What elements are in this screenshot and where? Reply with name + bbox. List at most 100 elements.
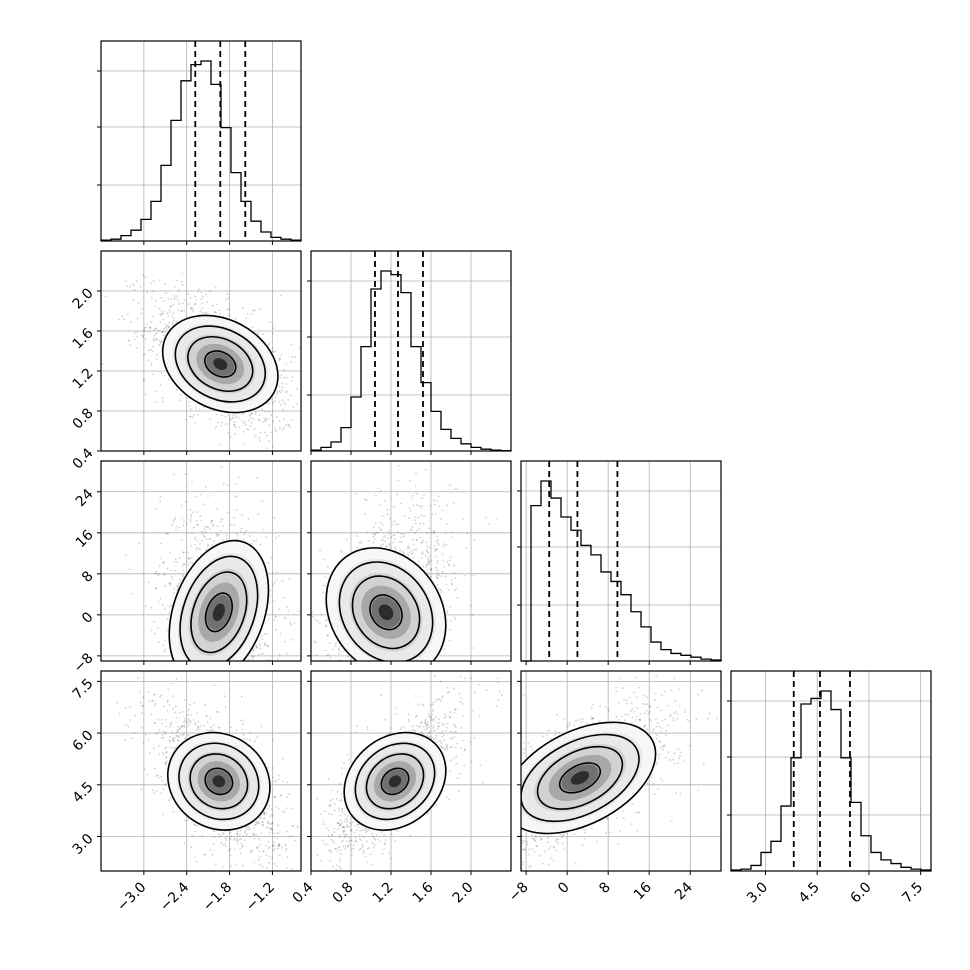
sample-point xyxy=(275,882,277,884)
sample-point xyxy=(158,279,161,281)
sample-point xyxy=(130,667,132,669)
sample-point xyxy=(406,547,409,550)
sample-point xyxy=(143,327,146,329)
sample-point xyxy=(140,334,143,337)
sample-point xyxy=(168,605,171,608)
sample-point xyxy=(302,425,304,427)
contour-line xyxy=(369,594,403,631)
sample-point xyxy=(312,615,315,618)
sample-point xyxy=(201,311,204,314)
sample-point xyxy=(179,727,181,730)
sample-point xyxy=(195,549,198,551)
sample-point xyxy=(326,654,328,657)
sample-point xyxy=(227,296,230,299)
sample-point xyxy=(261,500,264,503)
sample-point xyxy=(428,555,431,558)
sample-point xyxy=(275,416,278,418)
sample-point xyxy=(243,666,245,668)
sample-point xyxy=(194,495,197,498)
sample-point xyxy=(154,339,156,342)
sample-point xyxy=(249,413,252,416)
sample-point xyxy=(294,356,297,358)
sample-point xyxy=(272,420,275,423)
sample-point xyxy=(433,531,436,534)
sample-point xyxy=(150,629,153,632)
sample-point xyxy=(238,879,240,881)
sample-point xyxy=(248,414,251,417)
sample-point xyxy=(237,417,240,420)
sample-point xyxy=(359,542,362,544)
sample-point xyxy=(250,421,253,424)
sample-point xyxy=(291,419,294,421)
sample-point xyxy=(274,665,276,667)
sample-point xyxy=(164,648,167,651)
sample-point xyxy=(279,881,281,883)
sample-point xyxy=(174,285,177,288)
sample-point xyxy=(155,507,157,510)
sample-point xyxy=(187,718,190,721)
sample-point xyxy=(187,564,189,567)
sample-point xyxy=(139,665,141,667)
sample-point xyxy=(407,553,409,555)
sample-point xyxy=(167,298,170,300)
sample-point xyxy=(153,792,156,795)
sample-point xyxy=(446,611,449,614)
sample-point xyxy=(194,421,196,424)
sample-point xyxy=(154,702,157,705)
sample-point xyxy=(142,742,145,745)
sample-point xyxy=(171,577,173,580)
sample-point xyxy=(388,517,391,520)
sample-point xyxy=(290,623,292,626)
sample-point xyxy=(325,625,328,628)
sample-point xyxy=(322,584,325,587)
sample-point xyxy=(426,531,428,534)
sample-point xyxy=(261,817,264,820)
sample-point xyxy=(278,359,280,362)
sample-point xyxy=(387,668,389,670)
sample-point xyxy=(142,354,145,356)
sample-point xyxy=(379,489,382,492)
sample-point xyxy=(381,667,383,669)
sample-point xyxy=(314,641,317,644)
sample-point xyxy=(209,528,212,530)
sample-point xyxy=(275,570,278,573)
sample-point xyxy=(134,714,136,717)
sample-point xyxy=(158,564,161,567)
sample-point xyxy=(181,517,184,520)
sample-point xyxy=(233,420,236,423)
sample-point xyxy=(133,284,135,287)
sample-point xyxy=(187,293,190,296)
sample-point xyxy=(355,546,358,549)
sample-point xyxy=(449,606,452,609)
sample-point xyxy=(291,834,293,837)
sample-point xyxy=(259,647,262,650)
sample-point xyxy=(221,832,224,834)
sample-point xyxy=(153,632,156,635)
sample-point xyxy=(242,723,244,726)
sample-point xyxy=(381,523,384,526)
sample-point xyxy=(238,426,241,428)
sample-point xyxy=(220,518,223,520)
sample-point xyxy=(245,529,248,532)
density-shade xyxy=(213,358,228,370)
sample-point xyxy=(153,693,156,696)
sample-point xyxy=(306,689,308,691)
sample-point xyxy=(254,823,257,826)
sample-point xyxy=(285,796,288,799)
sample-point xyxy=(242,430,245,433)
sample-point xyxy=(207,495,209,498)
sample-point xyxy=(229,831,232,834)
sample-point xyxy=(258,437,261,440)
sample-point xyxy=(194,536,197,539)
sample-point xyxy=(151,315,154,318)
sample-point xyxy=(396,493,399,496)
sample-point xyxy=(415,548,418,550)
sample-point xyxy=(198,408,201,411)
sample-point xyxy=(414,519,416,522)
sample-point xyxy=(150,321,152,324)
sample-point xyxy=(345,538,348,541)
sample-point xyxy=(166,325,169,327)
sample-point xyxy=(366,531,369,534)
sample-point xyxy=(316,619,319,622)
sample-point xyxy=(173,560,176,563)
